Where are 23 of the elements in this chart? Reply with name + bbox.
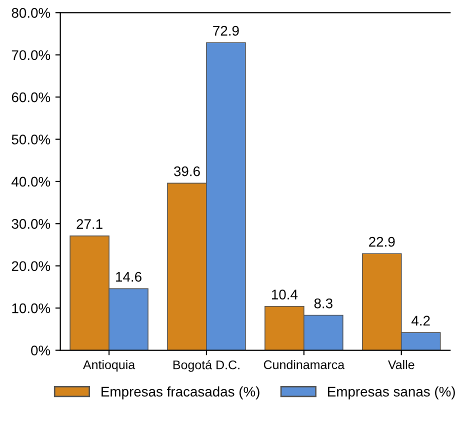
y-tick-label: 40.0%	[12, 176, 50, 187]
y-tick-label: 20.0%	[12, 261, 50, 272]
x-tick-label: Antioquia	[83, 360, 136, 372]
data-label: 4.2	[412, 316, 430, 326]
y-tick-label: 80.0%	[12, 8, 50, 18]
legend-label: Empresas fracasadas (%)	[102, 386, 260, 400]
x-tick-label: Cundinamarca	[264, 360, 345, 370]
data-label: 27.1	[76, 219, 102, 229]
data-label: 14.6	[116, 272, 142, 282]
y-tick-label: 60.0%	[12, 92, 50, 102]
y-tick-label: 70.0%	[12, 50, 50, 60]
data-label: 8.3	[314, 298, 332, 308]
legend-label: Empresas sanas (%)	[328, 386, 455, 400]
y-tick-label: 30.0%	[12, 218, 50, 229]
x-tick-label: Bogotá D.C.	[173, 360, 240, 372]
y-tick-label: 10.0%	[12, 303, 50, 314]
y-tick-label: 50.0%	[12, 134, 50, 144]
y-tick-label: 0%	[31, 346, 50, 356]
data-label: 22.9	[369, 236, 395, 247]
data-label: 72.9	[213, 26, 239, 36]
data-label: 39.6	[174, 166, 200, 176]
data-label: 10.4	[272, 290, 298, 300]
x-tick-label: Valle	[388, 360, 414, 370]
